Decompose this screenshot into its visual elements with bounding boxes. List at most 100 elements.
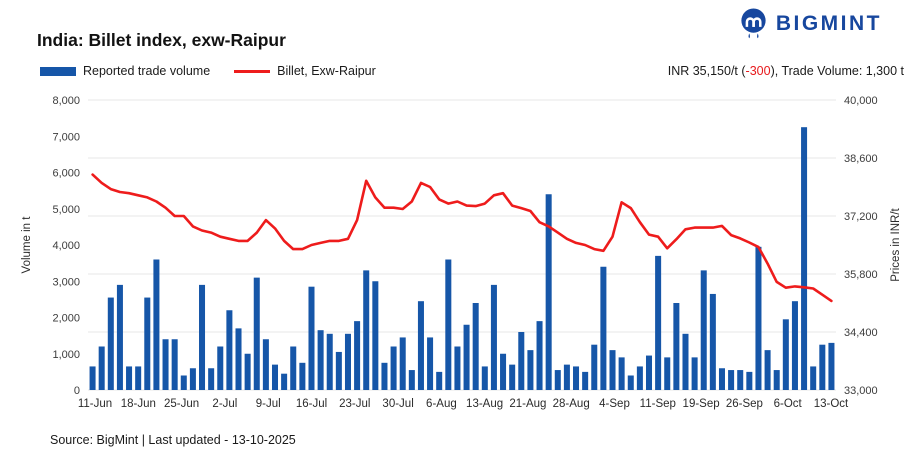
volume-bar [436,371,443,391]
volume-bar [235,328,242,391]
volume-bar [600,266,607,390]
left-axis-tick: 4,000 [52,240,80,252]
x-axis-tick: 6-Aug [426,398,457,410]
volume-bar [153,259,160,390]
volume-bar [180,375,187,390]
volume-bar [445,259,452,390]
x-axis-tick: 11-Sep [640,398,676,410]
left-axis-tick: 5,000 [52,204,80,216]
volume-bar [98,346,105,390]
legend: Reported trade volume Billet, Exw-Raipur [40,64,376,78]
left-axis-tick: 0 [74,385,80,397]
volume-bar [217,346,224,390]
x-axis-tick: 19-Sep [683,398,720,410]
volume-bar [509,364,516,391]
volume-bar [737,370,744,390]
right-axis-tick: 33,000 [844,385,878,397]
left-axis-tick: 7,000 [52,131,80,143]
volume-bar [691,357,698,391]
volume-bar [89,366,96,390]
volume-bar [500,353,507,390]
volume-bar [682,333,689,390]
left-axis-tick: 2,000 [52,313,80,325]
x-axis-tick: 30-Jul [382,398,413,410]
legend-item-price: Billet, Exw-Raipur [234,64,376,78]
x-axis-tick: 28-Aug [553,398,590,410]
volume-bar [244,353,251,390]
right-axis-tick: 34,400 [844,327,878,339]
volume-bar [810,366,817,390]
volume-bar [536,321,543,391]
right-axis-tick: 40,000 [844,95,878,107]
volume-bar [281,373,288,390]
bigmint-logo-text: BIGMINT [775,12,882,35]
volume-bar [709,293,716,390]
x-axis-tick: 18-Jun [121,398,156,410]
volume-bar [326,333,333,390]
chart-area: 33,000 34,400 35,800 37,200 38,600 40,000 0 1,0… [0,90,913,430]
x-axis-tick: 6-Oct [774,398,803,410]
volume-bar [299,362,306,390]
volume-bar [718,368,725,390]
legend-bar-swatch [40,66,76,76]
volume-bar [527,350,534,391]
volume-bar [189,368,196,390]
volume-bar [773,370,780,390]
x-axis-tick: 16-Jul [296,398,327,410]
right-axis-tick: 38,600 [844,153,878,165]
volume-bar [399,337,406,390]
x-axis-tick: 13-Oct [814,398,849,410]
x-axis-tick: 11-Jun [78,398,112,410]
volume-bar [463,324,470,390]
volume-bar [308,286,315,390]
x-axis-tick: 2-Jul [212,398,237,410]
legend-volume-label: Reported trade volume [83,64,211,78]
volume-bar [609,350,616,391]
left-axis-tick: 3,000 [52,276,80,288]
volume-bar [126,366,133,390]
price-summary-suffix: ), Trade Volume: 1,300 t [770,64,904,78]
volume-bar [381,362,388,390]
volume-bar [363,270,370,391]
volume-bar [828,342,835,391]
x-axis-tick: 13-Aug [466,398,503,410]
price-summary: INR 35,150/t (-300), Trade Volume: 1,300… [668,64,904,78]
volume-bar [582,371,589,391]
price-line [91,173,833,303]
left-axis-title: Volume in t [21,216,33,274]
volume-bar [664,357,671,391]
left-axis-tick: 6,000 [52,168,80,180]
volume-bar [573,366,580,390]
x-axis-tick: 9-Jul [256,398,281,410]
volume-bar [390,346,397,390]
volume-bar [199,284,206,391]
bigmint-logo: BIGMINT [738,7,882,40]
volume-bar [208,368,215,390]
volume-bar [317,330,324,390]
legend-item-volume: Reported trade volume [40,64,210,78]
legend-line-swatch [234,69,271,73]
volume-bar [427,337,434,390]
x-axis-tick: 4-Sep [599,398,630,410]
volume-bar [372,281,379,390]
volume-bar [700,270,707,391]
volume-bar [344,333,351,390]
volume-bar [618,357,625,391]
volume-bar [335,351,342,390]
volume-bar [454,346,461,390]
price-change: -300 [745,64,771,78]
volume-bar [417,301,424,390]
volume-bar [764,350,771,391]
volume-bar [171,339,178,390]
volume-bar [801,127,808,390]
volume-bar [253,277,260,391]
x-axis-tick: 26-Sep [726,398,763,410]
volume-bar [472,303,479,390]
volume-bar [782,319,789,390]
volume-bar [627,375,634,390]
volume-bar [271,364,279,391]
volume-bar [290,346,297,390]
x-axis-tick: 23-Jul [339,398,370,410]
volume-bar [107,297,114,390]
volume-bar [116,284,123,391]
